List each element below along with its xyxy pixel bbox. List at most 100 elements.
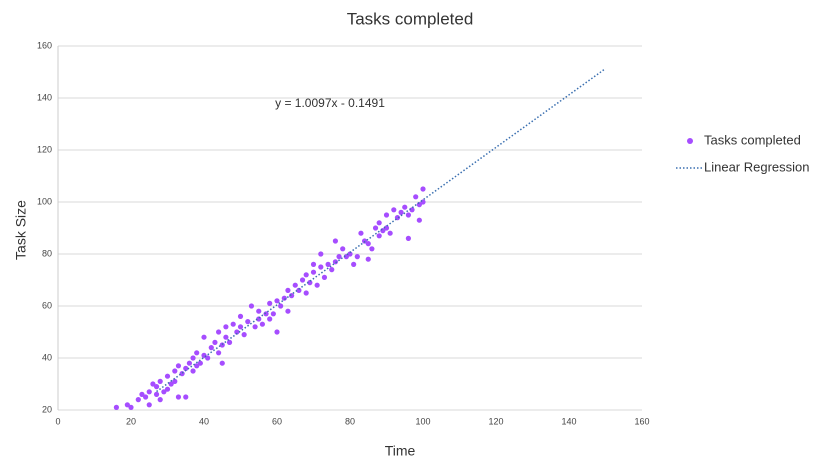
point xyxy=(336,254,342,260)
point xyxy=(241,332,247,338)
point xyxy=(292,282,298,288)
point xyxy=(376,233,382,239)
point xyxy=(365,241,371,247)
x-tick-label: 20 xyxy=(126,416,136,426)
y-tick-label: 60 xyxy=(42,300,52,310)
point xyxy=(143,394,149,400)
point xyxy=(358,230,364,236)
legend-swatch xyxy=(687,138,693,144)
point xyxy=(150,381,156,387)
point xyxy=(402,204,408,210)
point xyxy=(168,381,174,387)
point xyxy=(157,378,163,384)
point xyxy=(259,321,265,327)
point xyxy=(263,311,269,317)
point xyxy=(321,274,328,280)
point xyxy=(230,321,236,327)
annotation: y = 1.0097x - 0.1491 xyxy=(275,96,385,110)
point xyxy=(318,264,324,270)
x-tick-label: 120 xyxy=(488,416,503,426)
point xyxy=(387,230,393,236)
point xyxy=(208,345,214,351)
point xyxy=(329,267,335,273)
regression-line xyxy=(156,67,606,393)
point xyxy=(190,355,196,361)
point xyxy=(420,199,426,205)
point xyxy=(285,308,291,314)
point xyxy=(303,272,309,278)
point xyxy=(416,217,422,223)
y-tick-label: 20 xyxy=(42,404,52,414)
point xyxy=(223,334,229,340)
point xyxy=(383,212,390,218)
point xyxy=(420,186,426,192)
x-tick-label: 80 xyxy=(345,416,355,426)
x-tick-label: 160 xyxy=(634,416,649,426)
point xyxy=(274,329,280,335)
point xyxy=(139,391,145,397)
y-tick-label: 80 xyxy=(42,248,52,258)
point xyxy=(365,256,371,262)
legend-label: Tasks completed xyxy=(704,132,801,147)
point xyxy=(289,293,295,299)
point xyxy=(164,373,171,379)
point xyxy=(157,397,163,403)
point xyxy=(267,300,273,306)
point xyxy=(219,342,225,348)
point xyxy=(128,404,134,410)
point xyxy=(135,397,141,403)
point xyxy=(248,303,255,309)
point xyxy=(303,290,309,296)
point xyxy=(299,277,306,283)
x-axis-label: Time xyxy=(385,443,416,459)
point xyxy=(172,378,178,384)
point xyxy=(281,295,287,301)
point xyxy=(194,363,200,369)
point xyxy=(161,389,167,395)
point xyxy=(183,365,189,371)
point xyxy=(124,402,130,408)
point xyxy=(413,194,419,200)
y-tick-label: 120 xyxy=(37,144,52,154)
point xyxy=(153,391,160,397)
point xyxy=(383,225,390,231)
point xyxy=(307,280,313,286)
point xyxy=(226,339,233,345)
point xyxy=(219,360,225,366)
point xyxy=(190,368,196,374)
point xyxy=(172,368,178,374)
point xyxy=(245,319,251,325)
point xyxy=(332,259,338,265)
point xyxy=(194,350,200,356)
point xyxy=(153,384,160,390)
point xyxy=(186,360,192,366)
point xyxy=(376,220,382,226)
x-tick-label: 0 xyxy=(55,416,60,426)
point xyxy=(234,329,240,335)
point xyxy=(332,238,338,244)
point xyxy=(164,386,171,392)
point xyxy=(212,339,218,345)
x-tick-label: 60 xyxy=(272,416,282,426)
point xyxy=(252,324,258,330)
point xyxy=(278,303,284,309)
point xyxy=(267,316,273,322)
point xyxy=(351,261,357,267)
point xyxy=(405,212,411,218)
point xyxy=(372,225,379,231)
point xyxy=(405,235,411,241)
y-axis-label: Task Size xyxy=(13,200,29,260)
point xyxy=(409,207,415,213)
point xyxy=(310,269,317,275)
y-tick-label: 40 xyxy=(42,352,52,362)
point xyxy=(201,334,207,340)
point xyxy=(175,363,182,369)
x-tick-label: 100 xyxy=(415,416,430,426)
y-tick-label: 140 xyxy=(37,92,52,102)
x-tick-label: 140 xyxy=(561,416,576,426)
point xyxy=(146,402,152,408)
chart-title: Tasks completed xyxy=(347,9,474,28)
point xyxy=(183,394,189,400)
